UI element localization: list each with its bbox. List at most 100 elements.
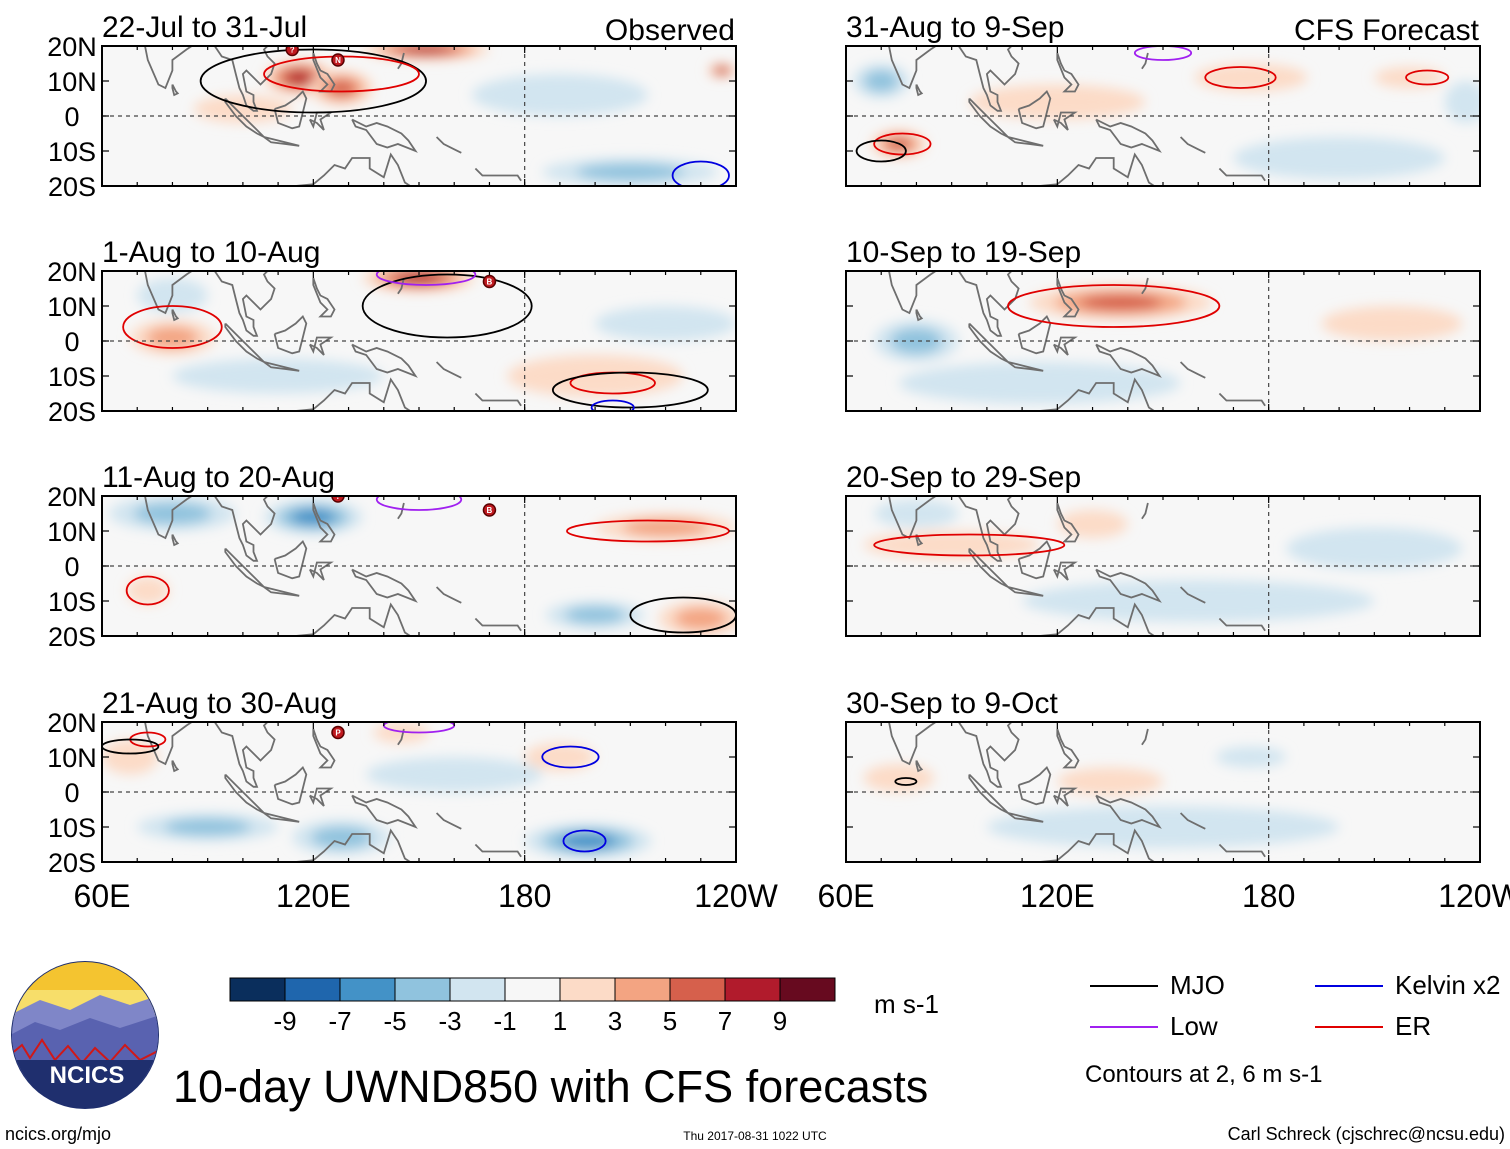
coastline <box>1007 812 1044 823</box>
coastline <box>171 760 180 773</box>
wind-anomaly-field <box>863 722 1340 862</box>
coastline <box>1038 828 1156 862</box>
coastline <box>1218 617 1266 632</box>
anomaly-blob <box>890 328 943 354</box>
panel-period: 22-Jul to 31-Jul <box>102 11 307 44</box>
units-label: m s-1 <box>874 989 939 1019</box>
y-tick-label: 0 <box>64 552 79 582</box>
wind-anomaly-field: ?B <box>109 496 736 636</box>
anomaly-blob <box>717 68 727 73</box>
colorbar-swatch <box>339 977 396 1002</box>
anomaly-blob <box>1286 527 1463 570</box>
coastline <box>474 392 522 407</box>
coastline <box>130 271 194 315</box>
colorbar-label: 9 <box>773 1006 787 1036</box>
coastline <box>213 496 279 562</box>
y-tick-label: 10N <box>47 517 97 547</box>
contour-er <box>1204 66 1277 89</box>
colorbar-label: 5 <box>663 1006 677 1036</box>
contour-mjo <box>102 738 160 755</box>
coastline <box>1007 586 1044 597</box>
anomaly-blob <box>507 355 684 397</box>
svg-text:B: B <box>487 506 493 515</box>
x-tick-label: 120E <box>276 878 351 914</box>
coastlines <box>130 496 522 636</box>
y-tick-label: 20N <box>47 482 97 512</box>
legend-item: ER <box>1315 1011 1431 1041</box>
colorbar-swatch <box>724 977 781 1002</box>
x-tick-label: 180 <box>498 878 551 914</box>
coastline <box>1007 361 1044 372</box>
chart-title: 10-day UWND850 with CFS forecasts <box>173 1061 928 1112</box>
author-credit: Carl Schreck (cjschrec@ncsu.edu) <box>1228 1124 1505 1144</box>
anomaly-blob <box>164 818 252 836</box>
colorbar-swatch <box>284 977 341 1002</box>
contour-er <box>873 533 1066 557</box>
map-panel: 30-Sep to 9-Oct <box>845 687 1481 863</box>
coastline <box>1017 314 1052 355</box>
svg-text:MJO: MJO <box>1170 970 1225 1000</box>
anomaly-blob <box>1080 294 1162 311</box>
coastline <box>273 539 308 580</box>
contour-mjo <box>855 139 907 163</box>
coastline <box>263 361 300 372</box>
coastline <box>1179 136 1206 154</box>
coastline <box>1095 568 1162 603</box>
colorbar-swatch <box>229 977 286 1002</box>
coastline <box>1038 152 1156 186</box>
coastline <box>968 773 1009 814</box>
contour-kelvin <box>541 745 600 769</box>
contour-er <box>566 519 730 543</box>
storm-marker: ? <box>285 46 299 57</box>
coastlines <box>874 46 1266 186</box>
coastline <box>915 760 924 773</box>
coastline <box>171 309 180 322</box>
contour-mjo <box>894 777 918 786</box>
y-tick-label: 20N <box>47 257 97 287</box>
colorbar-swatch <box>504 977 561 1002</box>
y-tick-label: 10S <box>48 362 96 392</box>
ncics-logo: NCICS <box>11 961 159 1109</box>
coastline <box>224 97 265 138</box>
anomaly-blob <box>172 358 384 394</box>
y-tick-label: 20N <box>47 32 97 62</box>
colorbar-label: 3 <box>608 1006 622 1036</box>
coastline <box>130 46 194 90</box>
anomaly-blob <box>403 46 449 54</box>
svg-text:P: P <box>335 729 341 738</box>
coastline <box>273 314 308 355</box>
colorbar-swatch <box>559 977 616 1002</box>
wind-anomaly-field <box>863 496 1463 636</box>
colorbar-label: 1 <box>553 1006 567 1036</box>
coastline <box>915 84 924 97</box>
legend: MJO Kelvin x2 Low ER <box>1090 970 1501 1041</box>
coastline <box>874 496 938 540</box>
coastline <box>1095 794 1162 829</box>
coastline <box>1218 392 1266 407</box>
contour-kelvin <box>671 160 730 186</box>
coastline <box>1017 765 1052 806</box>
coastline <box>968 97 1009 138</box>
coastline <box>1179 361 1206 379</box>
map-panel: 20-Sep to 29-Sep <box>845 461 1481 637</box>
colorbar-swatch <box>779 977 836 1002</box>
coastline <box>957 722 1023 788</box>
coastline <box>273 89 308 130</box>
map-panel: P 20N 10N 0 10S 20S 21-Aug to 30-Aug <box>47 687 737 878</box>
anomaly-blob <box>311 826 372 849</box>
coastline <box>351 343 418 378</box>
svg-text:Low: Low <box>1170 1011 1218 1041</box>
panel-period: 21-Aug to 30-Aug <box>102 687 337 720</box>
anomaly-blob <box>1321 306 1463 341</box>
storm-marker: B <box>482 274 497 289</box>
coastline <box>308 336 334 356</box>
svg-text:ER: ER <box>1395 1011 1431 1041</box>
anomaly-blob <box>1057 510 1128 538</box>
site-link[interactable]: ncics.org/mjo <box>5 1124 111 1144</box>
coastlines <box>130 722 522 862</box>
coastlines <box>874 722 1266 862</box>
anomaly-blob <box>193 95 293 123</box>
coastline <box>1218 167 1266 182</box>
